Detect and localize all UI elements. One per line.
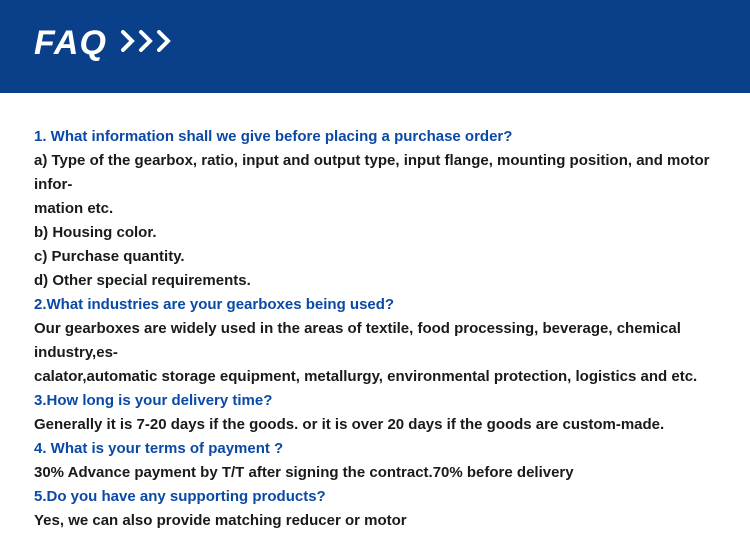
faq-answer-line: Generally it is 7-20 days if the goods. … [34, 413, 716, 437]
faq-header: FAQ [0, 0, 750, 93]
faq-question: 1. What information shall we give before… [34, 125, 716, 149]
header-title: FAQ [34, 24, 107, 63]
faq-question: 4. What is your terms of payment ? [34, 437, 716, 461]
faq-content: 1. What information shall we give before… [0, 93, 750, 553]
faq-answer-line: d) Other special requirements. [34, 269, 716, 293]
faq-question: 5.Do you have any supporting products? [34, 485, 716, 509]
faq-question: 3.How long is your delivery time? [34, 389, 716, 413]
faq-answer-line: a) Type of the gearbox, ratio, input and… [34, 149, 716, 197]
faq-answer-line: calator,automatic storage equipment, met… [34, 365, 716, 389]
faq-answer-line: Yes, we can also provide matching reduce… [34, 509, 716, 533]
faq-question: 2.What industries are your gearboxes bei… [34, 293, 716, 317]
faq-answer-line: 30% Advance payment by T/T after signing… [34, 461, 716, 485]
faq-answer-line: mation etc. [34, 197, 716, 221]
faq-answer-line: c) Purchase quantity. [34, 245, 716, 269]
faq-answer-line: b) Housing color. [34, 221, 716, 245]
faq-answer-line: Our gearboxes are widely used in the are… [34, 317, 716, 365]
arrows-icon [121, 30, 181, 57]
